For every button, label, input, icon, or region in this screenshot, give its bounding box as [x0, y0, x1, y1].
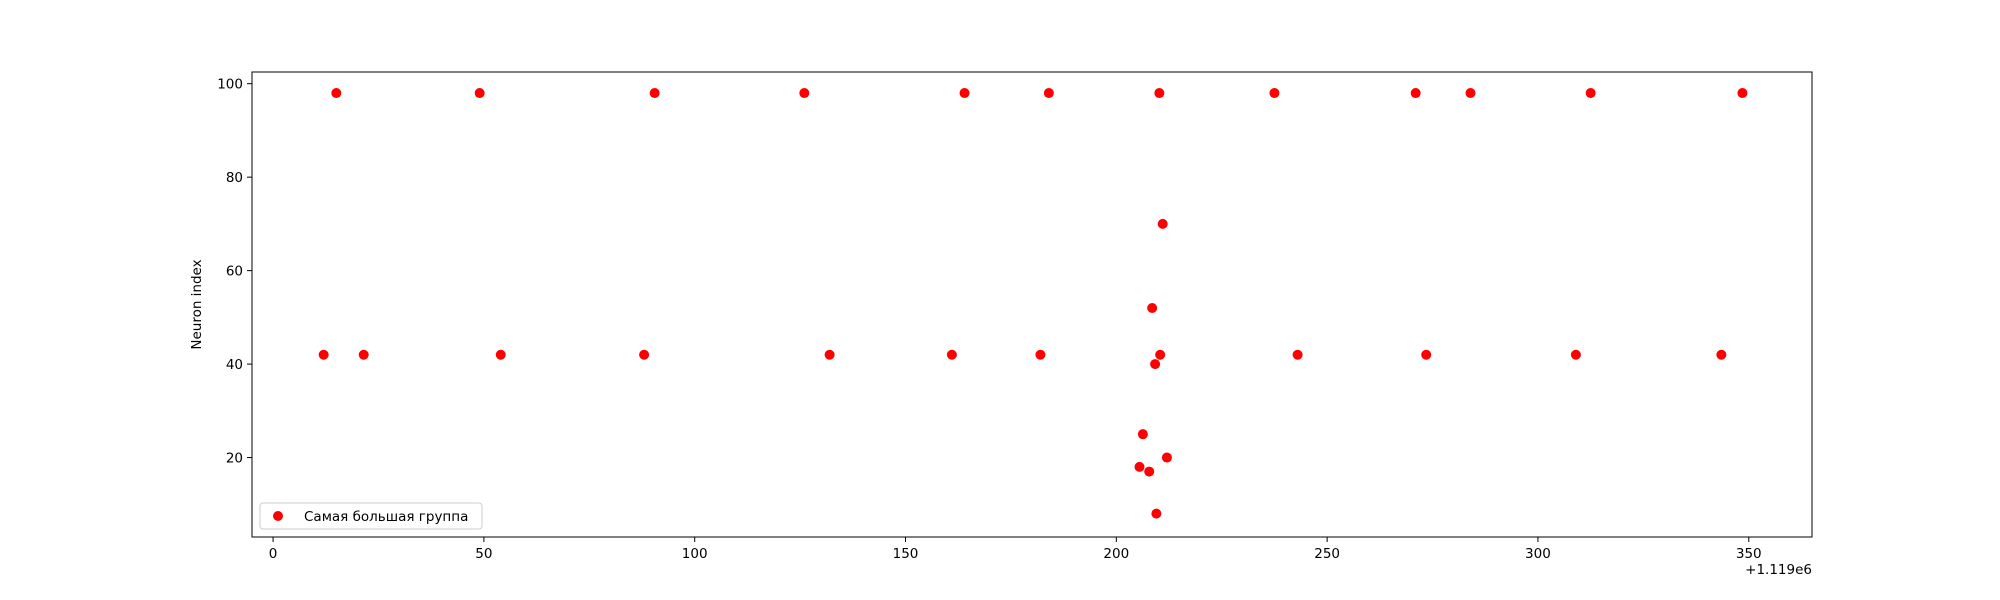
y-axis-label: Neuron index: [189, 259, 205, 349]
legend: Самая большая группа: [259, 502, 483, 530]
data-point: [946, 349, 957, 360]
data-point: [1155, 349, 1166, 360]
data-point: [1570, 349, 1581, 360]
data-point: [1421, 349, 1432, 360]
data-point: [1043, 88, 1054, 99]
x-tick-label: 50: [475, 546, 492, 562]
legend-box: [259, 502, 483, 530]
data-point: [1150, 359, 1161, 370]
data-point: [799, 88, 810, 99]
x-tick-label: 200: [1103, 546, 1129, 562]
data-point: [1269, 88, 1280, 99]
x-tick-label: 100: [682, 546, 708, 562]
legend-marker: [273, 511, 283, 521]
data-point: [824, 349, 835, 360]
data-point: [474, 88, 485, 99]
data-point: [318, 349, 329, 360]
x-tick-label: 350: [1736, 546, 1762, 562]
y-tick-label: 100: [217, 77, 243, 93]
data-point: [649, 88, 660, 99]
y-tick-label: 40: [226, 357, 243, 373]
data-point: [1035, 349, 1046, 360]
data-point: [1157, 218, 1168, 229]
x-axis-offset-label: +1.119e6: [1745, 562, 1812, 578]
data-point: [1144, 466, 1155, 477]
data-point: [1737, 88, 1748, 99]
y-tick-label: 20: [226, 451, 243, 467]
data-point: [1147, 303, 1158, 314]
data-point: [1716, 349, 1727, 360]
x-tick-label: 250: [1314, 546, 1340, 562]
data-point: [1151, 508, 1162, 519]
ticks-layer: 0 50 100 150 200 250 300 350 20 40 60 80 100: [217, 77, 1761, 562]
x-tick-label: 150: [893, 546, 919, 562]
data-point: [331, 88, 342, 99]
data-point: [358, 349, 369, 360]
legend-label: Самая большая группа: [304, 509, 468, 525]
data-point: [639, 349, 650, 360]
data-point: [1410, 88, 1421, 99]
data-point: [1585, 88, 1596, 99]
x-tick-label: 300: [1525, 546, 1551, 562]
plot-frame: [251, 71, 1813, 538]
data-point: [959, 88, 970, 99]
data-point: [1137, 429, 1148, 440]
y-tick-label: 80: [226, 170, 243, 186]
data-point: [495, 349, 506, 360]
data-point: [1134, 461, 1145, 472]
y-tick-label: 60: [226, 264, 243, 280]
data-point: [1154, 88, 1165, 99]
data-point: [1161, 452, 1172, 463]
data-point: [1465, 88, 1476, 99]
data-point: [1292, 349, 1303, 360]
x-tick-label: 0: [269, 546, 278, 562]
points-layer: [318, 88, 1748, 519]
